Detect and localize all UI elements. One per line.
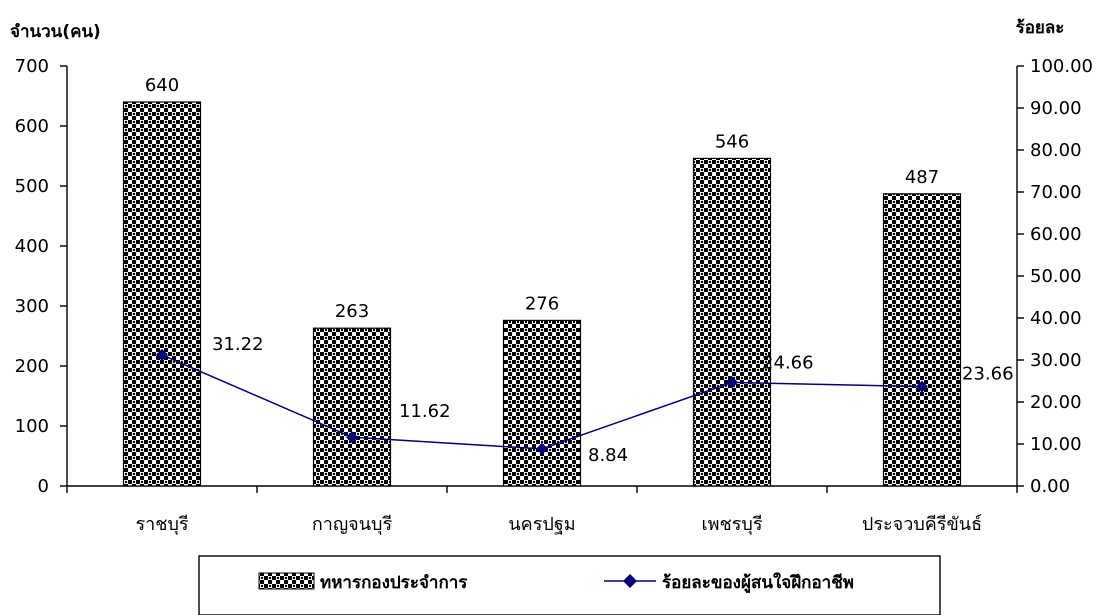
- bar: [502, 319, 582, 487]
- x-category-label: ประจวบคีรีขันธ์: [862, 514, 982, 535]
- x-category-label: กาญจนบุรี: [312, 514, 393, 535]
- y-right-tick-label: 40.00: [1030, 308, 1082, 329]
- legend-box: [198, 555, 941, 615]
- y-left-tick-label: 0: [38, 476, 49, 497]
- y-left-tick-label: 600: [15, 116, 49, 137]
- bar-value-label: 487: [905, 167, 939, 188]
- x-category-label: ราชบุรี: [135, 514, 188, 535]
- y-right-tick-label: 30.00: [1030, 350, 1082, 371]
- y-axis-title: จำนวน(คน): [10, 22, 101, 42]
- y-right-tick-label: 0.00: [1030, 476, 1070, 497]
- percent-value-label: 31.22: [212, 334, 264, 355]
- percent-point: [916, 380, 928, 393]
- bar-value-label: 546: [715, 131, 749, 152]
- bar: [882, 193, 962, 487]
- x-category-label: เพชรบุรี: [702, 514, 763, 535]
- bar-value-label: 640: [145, 75, 179, 96]
- legend-bar-label: ทหารกองประจำการ: [320, 573, 468, 593]
- y-right-tick-label: 70.00: [1030, 182, 1082, 203]
- bar: [692, 157, 772, 487]
- percent-value-label: 24.66: [762, 352, 814, 373]
- bar-value-label: 276: [525, 293, 559, 314]
- y-right-tick-label: 10.00: [1030, 434, 1082, 455]
- y2-axis-title: ร้อยละ: [1016, 18, 1065, 38]
- y-left-tick-label: 300: [15, 296, 49, 317]
- percent-point: [346, 431, 358, 444]
- percent-value-label: 23.66: [962, 364, 1014, 385]
- x-category-label: นครปฐม: [508, 514, 575, 535]
- legend: ทหารกองประจำการ ร้อยละของผู้สนใจฝึกอาชีพ: [198, 555, 941, 615]
- y-right-tick-label: 50.00: [1030, 266, 1082, 287]
- bar: [312, 327, 392, 487]
- bar-value-label: 263: [335, 301, 369, 322]
- y-left-tick-label: 700: [15, 56, 49, 77]
- y-right-tick-label: 60.00: [1030, 224, 1082, 245]
- percent-point: [726, 376, 738, 389]
- bar: [122, 101, 202, 487]
- y-right-tick-label: 80.00: [1030, 140, 1082, 161]
- plot-area: 0 100 200 300 400 500 600 700 0.00 10.00 20.00 30.0…: [15, 56, 1093, 535]
- y-right-tick-label: 100.00: [1030, 56, 1093, 77]
- y-right-tick-label: 90.00: [1030, 98, 1082, 119]
- percent-point: [536, 442, 548, 455]
- percent-value-label: 8.84: [588, 445, 628, 466]
- y-left-tick-label: 200: [15, 356, 49, 377]
- y-left-tick-label: 500: [15, 176, 49, 197]
- legend-bar-swatch: [258, 572, 315, 590]
- legend-line-label: ร้อยละของผู้สนใจฝึกอาชีพ: [662, 572, 854, 594]
- y-right-tick-label: 20.00: [1030, 392, 1082, 413]
- y-left-tick-label: 400: [15, 236, 49, 257]
- percent-value-label: 11.62: [399, 401, 451, 422]
- y-left-tick-label: 100: [15, 416, 49, 437]
- percent-point: [156, 348, 168, 361]
- legend-line-marker: [623, 574, 637, 588]
